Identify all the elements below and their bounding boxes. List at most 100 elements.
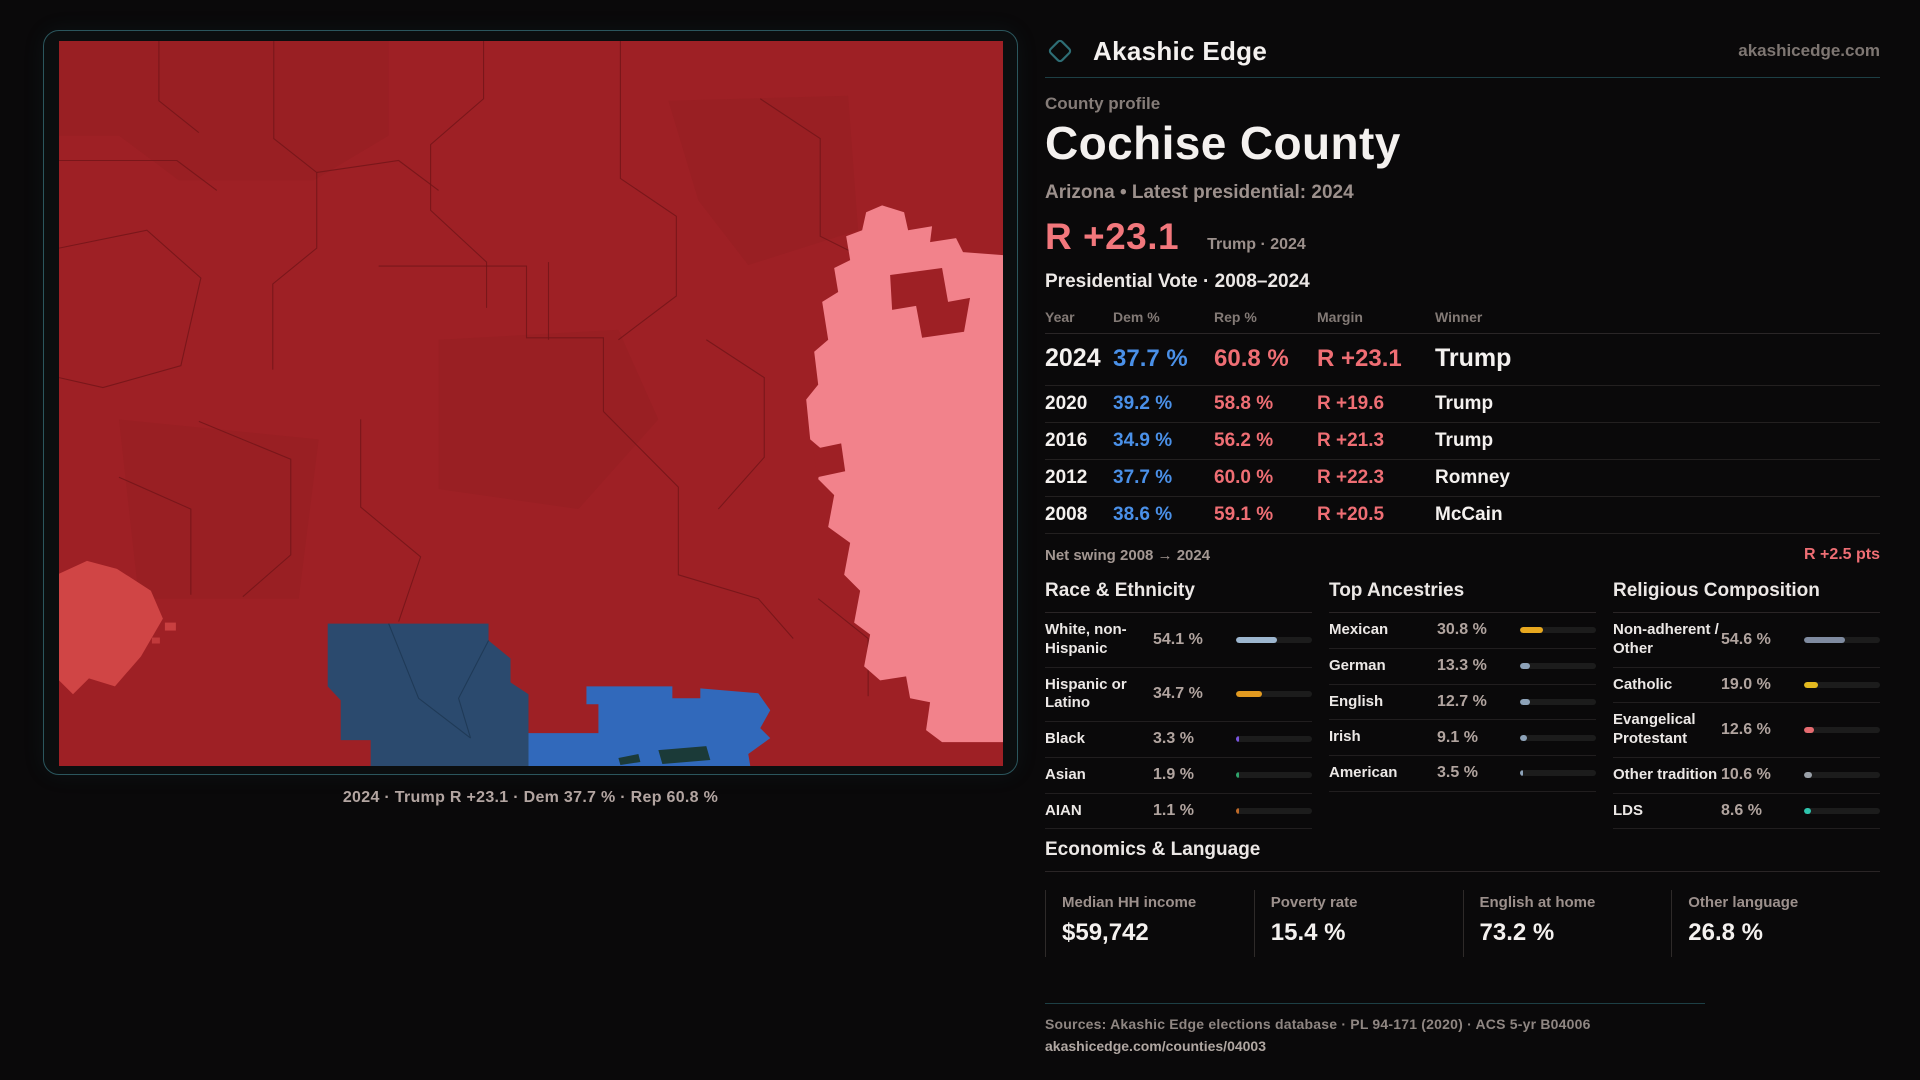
stat-bar-track	[1520, 734, 1596, 741]
econ-stat-label: Other language	[1688, 894, 1799, 912]
stat-bar-fill	[1804, 772, 1813, 779]
net-swing-row: Net swing 2008 → 2024 R +2.5 pts	[1045, 546, 1880, 564]
stat-value: 30.8 %	[1437, 621, 1487, 639]
breakdown-row: White, non-Hispanic 54.1 %	[1045, 613, 1312, 668]
econ-stat-value: $59,742	[1062, 919, 1149, 947]
brand-domain-link[interactable]: akashicedge.com	[1738, 41, 1880, 60]
stat-bar-fill	[1236, 636, 1278, 643]
margin-cell: R +22.3	[1317, 467, 1385, 488]
map-red-notch-a	[890, 268, 971, 338]
stat-bar-track	[1236, 691, 1312, 698]
breakdown-row: Evangelical Protestant 12.6 %	[1613, 703, 1880, 758]
econ-stat: Median HH income $59,742	[1045, 890, 1254, 958]
stat-bar-track	[1520, 663, 1596, 670]
winner-cell: Romney	[1435, 467, 1510, 488]
stat-value: 12.6 %	[1721, 721, 1771, 738]
brand-name: Akashic Edge	[1093, 35, 1268, 66]
rep-pct-cell: 56.2 %	[1214, 430, 1274, 451]
map-red-notch-b	[813, 443, 846, 478]
dem-pct-cell: 37.7 %	[1113, 467, 1173, 488]
year-cell: 2020	[1045, 393, 1088, 414]
stat-bar-track	[1236, 636, 1312, 643]
stat-value: 13.3 %	[1437, 657, 1487, 675]
stat-bar-fill	[1804, 636, 1846, 643]
margin-cell: R +21.3	[1317, 430, 1385, 451]
vote-row-2012: 2012 37.7 % 60.0 % R +22.3 Romney	[1045, 460, 1880, 497]
dem-pct-cell: 39.2 %	[1113, 393, 1173, 414]
stat-label: American	[1329, 764, 1398, 781]
map-caption: 2024 · Trump R +23.1 · Dem 37.7 % · Rep …	[342, 789, 719, 806]
brand-header: Akashic Edge akashicedge.com	[1045, 28, 1880, 74]
breakdown-section: Religious Composition Non-adherent / Othe…	[1613, 580, 1880, 830]
map-region-light-red-sw	[59, 560, 163, 695]
stat-label: Black	[1045, 730, 1086, 747]
stat-bar-fill	[1520, 627, 1544, 634]
year-cell: 2016	[1045, 430, 1088, 451]
county-precinct-map[interactable]	[59, 41, 1003, 766]
winner-cell: Trump	[1435, 344, 1512, 372]
rep-pct-cell: 59.1 %	[1214, 504, 1274, 525]
stat-bar-track	[1520, 698, 1596, 705]
stat-value: 1.1 %	[1153, 801, 1194, 819]
col-winner: Winner	[1435, 309, 1483, 325]
permalink-link[interactable]: akashicedge.com/counties/04003	[1045, 1038, 1266, 1055]
stat-value: 34.7 %	[1153, 685, 1203, 703]
breakdown-row: Black 3.3 %	[1045, 722, 1312, 758]
stat-label: Hispanic or Latino	[1045, 675, 1127, 712]
econ-stat: English at home 73.2 %	[1462, 890, 1672, 958]
hero-margin-note: Trump · 2024	[1207, 236, 1306, 253]
rep-pct-cell: 58.8 %	[1214, 393, 1274, 414]
net-swing-value: R +2.5 pts	[1803, 546, 1880, 563]
stat-value: 8.6 %	[1721, 801, 1762, 819]
stat-bar-fill	[1236, 772, 1239, 779]
map-region-pink-east	[806, 205, 1003, 743]
stat-label: White, non-Hispanic	[1045, 621, 1127, 657]
stat-value: 54.1 %	[1153, 630, 1203, 648]
breakdown-section: Race & Ethnicity White, non-Hispanic 54.1 …	[1045, 580, 1312, 830]
vote-table-title: Presidential Vote · 2008–2024	[1045, 271, 1310, 292]
vote-table-header: Year Dem % Rep % Margin Winner	[1045, 303, 1880, 334]
dem-pct-cell: 37.7 %	[1113, 344, 1188, 372]
margin-cell: R +23.1	[1317, 344, 1402, 372]
stat-label: Other tradition	[1613, 765, 1718, 783]
sources-line: Sources: Akashic Edge elections database…	[1045, 1016, 1591, 1033]
stat-bar-track	[1804, 772, 1880, 779]
stat-bar-fill	[1804, 727, 1814, 733]
breakdown-row: Irish 9.1 %	[1329, 720, 1596, 756]
page-subtitle: Arizona • Latest presidential: 2024	[1045, 182, 1354, 203]
stat-value: 9.1 %	[1437, 728, 1478, 746]
stat-bar-fill	[1520, 734, 1527, 741]
stat-value: 3.5 %	[1437, 764, 1478, 782]
breakdown-row: Hispanic or Latino 34.7 %	[1045, 668, 1312, 722]
stat-bar-fill	[1236, 691, 1263, 698]
precinct-boundaries	[59, 41, 869, 697]
breakdown-section: Top Ancestries Mexican 30.8 % German 13.3 % E…	[1329, 580, 1596, 829]
diamond-icon	[1048, 39, 1072, 63]
dem-pct-cell: 34.9 %	[1113, 430, 1173, 451]
econ-stat-value: 73.2 %	[1479, 919, 1555, 947]
economics-title: Economics & Language	[1045, 839, 1880, 873]
stat-label: LDS	[1613, 801, 1643, 819]
page-title: Cochise County	[1045, 117, 1401, 169]
econ-stat: Other language 26.8 %	[1671, 890, 1880, 958]
net-swing-label: Net swing 2008 → 2024	[1045, 546, 1211, 564]
hero-margin-value: R +23.1	[1045, 216, 1180, 257]
stat-bar-fill	[1804, 807, 1811, 814]
profile-eyebrow: County profile	[1045, 94, 1161, 113]
vote-row-2024: 2024 37.7 % 60.8 % R +23.1 Trump	[1045, 334, 1880, 386]
stat-label: Mexican	[1329, 621, 1389, 638]
stat-bar-fill	[1520, 698, 1530, 705]
breakdown-title: Top Ancestries	[1329, 580, 1596, 613]
breakdown-title: Race & Ethnicity	[1045, 580, 1312, 613]
econ-stat-label: Poverty rate	[1270, 894, 1358, 912]
breakdown-title: Religious Composition	[1613, 580, 1880, 613]
economics-stats: Median HH income $59,742 Poverty rate 15.4 …	[1045, 890, 1880, 958]
vote-table: Year Dem % Rep % Margin Winner 2024 37.7 …	[1045, 303, 1880, 534]
stat-label: Catholic	[1613, 675, 1673, 693]
hero-margin-row: R +23.1 Trump · 2024	[1045, 216, 1880, 258]
breakdown-row: AIAN 1.1 %	[1045, 794, 1312, 830]
breakdown-row: German 13.3 %	[1329, 649, 1596, 685]
stat-label: Non-adherent / Other	[1613, 621, 1719, 657]
margin-cell: R +19.6	[1317, 393, 1385, 414]
col-year: Year	[1045, 309, 1075, 325]
